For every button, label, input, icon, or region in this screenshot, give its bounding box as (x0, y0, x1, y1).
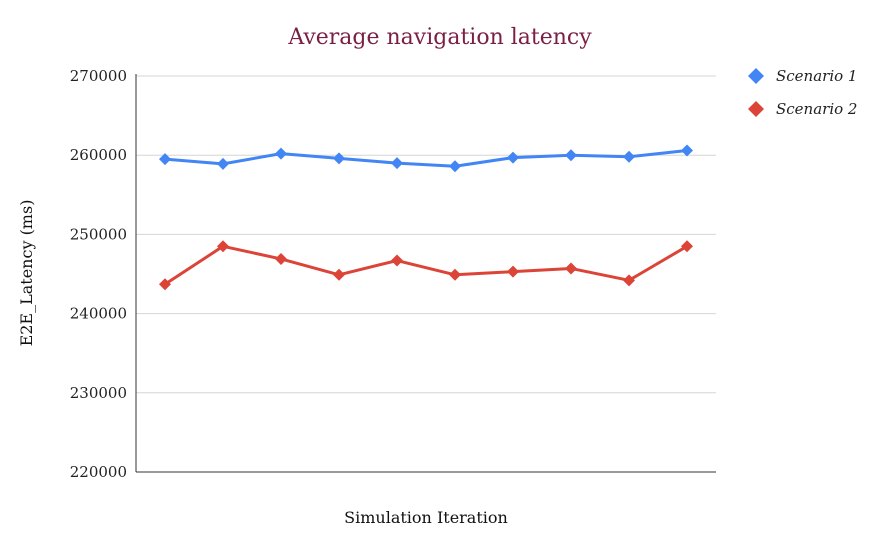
series-1-point (507, 151, 519, 164)
series-2-point (449, 268, 461, 281)
series-2-point (217, 240, 229, 253)
series-2-point (507, 265, 519, 278)
series-2-point (159, 278, 171, 291)
chart-title: Average navigation latency (287, 25, 592, 50)
series-1-point (333, 152, 345, 165)
series-1-point (275, 147, 287, 160)
series-1-point (681, 144, 693, 157)
x-axis-label: Simulation Iteration (344, 508, 508, 527)
y-tick-label: 220000 (70, 463, 127, 481)
series-2-point (391, 254, 403, 267)
series-group (159, 144, 693, 291)
y-tick-label: 230000 (70, 384, 127, 402)
series-1-point (217, 157, 229, 170)
grid (136, 75, 716, 473)
legend-marker-2 (748, 101, 764, 117)
series-1-point (449, 160, 461, 173)
legend-label-1: Scenario 1 (776, 67, 857, 85)
series-2-point (333, 268, 345, 281)
legend-label-2: Scenario 2 (776, 100, 857, 118)
y-ticks: 270000 260000 250000 240000 230000 220000 (70, 67, 127, 481)
series-1-point (565, 149, 577, 162)
series-1-point (391, 157, 403, 170)
y-axis-label: E2E_Latency (ms) (17, 200, 36, 347)
series-1-point (623, 150, 635, 163)
series-2-point (275, 252, 287, 265)
y-tick-label: 250000 (70, 225, 127, 243)
series-2-point (623, 274, 635, 287)
legend-marker-1 (748, 68, 764, 84)
series-1-point (159, 153, 171, 166)
series-line-2 (164, 244, 688, 286)
y-tick-label: 240000 (70, 305, 127, 323)
series-2-point (565, 262, 577, 275)
y-tick-label: 270000 (70, 67, 127, 85)
series-line-1 (164, 148, 688, 168)
legend: Scenario 1 Scenario 2 (748, 67, 857, 118)
series-2-point (681, 240, 693, 253)
y-tick-label: 260000 (70, 146, 127, 164)
